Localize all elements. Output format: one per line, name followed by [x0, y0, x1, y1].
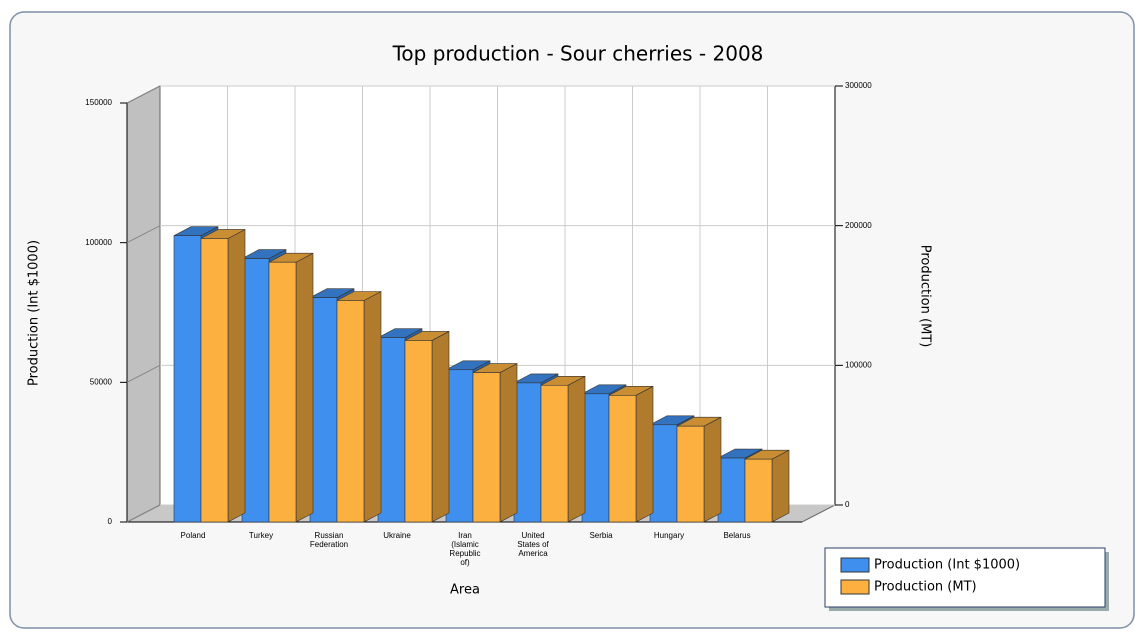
bar-side [499, 363, 518, 523]
y-tick-label: 50000 [90, 377, 113, 386]
legend-label: Production (Int $1000) [874, 558, 1020, 573]
legend [824, 547, 1106, 608]
bar [676, 425, 705, 523]
y2-tick-label: 0 [845, 500, 850, 509]
y-tick-label: 150000 [85, 98, 112, 107]
x-tick-label: Russian Federation [310, 531, 348, 549]
x-tick-label: Hungary [654, 531, 684, 540]
x-tick-label: Iran (Islamic Republic of) [449, 531, 480, 567]
x-tick-label: Serbia [589, 531, 613, 540]
grid-line [126, 504, 161, 523]
x-tick-label: Turkey [249, 531, 273, 540]
bar [540, 384, 569, 523]
bar [445, 369, 474, 523]
left-wall [126, 85, 161, 523]
bar [241, 258, 270, 523]
bar-side [635, 385, 654, 523]
legend-swatch [840, 557, 870, 573]
bar [608, 395, 637, 523]
x-tick-label: United States of America [517, 531, 549, 558]
y-tick-label: 0 [108, 517, 113, 526]
y2-axis-title: Production (MT) [918, 245, 933, 348]
x-axis-title: Area [450, 583, 480, 598]
grid-line [126, 364, 161, 383]
bar [472, 372, 501, 523]
bar [744, 458, 773, 523]
grid-line [126, 225, 161, 244]
bar [336, 300, 365, 523]
bar [581, 393, 610, 523]
chart-title: Top production - Sour cherries - 2008 [392, 42, 764, 66]
y-axis-title: Production (Int $1000) [27, 240, 42, 386]
y2-tick-label: 200000 [845, 221, 872, 230]
y2-tick-label: 300000 [845, 81, 872, 90]
legend-label: Production (MT) [874, 580, 977, 595]
bar-side [703, 416, 722, 523]
legend-swatch [840, 579, 870, 595]
bar [513, 382, 542, 523]
bar [377, 337, 406, 523]
grid-line [126, 85, 161, 104]
bar [649, 424, 678, 523]
y2-tick-label: 100000 [845, 360, 872, 369]
bar [717, 457, 746, 523]
x-tick-label: Belarus [723, 531, 750, 540]
bar [173, 235, 202, 523]
x-tick-label: Ukraine [383, 531, 411, 540]
bar-side [431, 330, 450, 523]
bar [268, 261, 297, 523]
x-tick-label: Poland [181, 531, 206, 540]
bar-side [295, 252, 314, 523]
bar [309, 297, 338, 523]
bar-side [771, 449, 790, 523]
bar [200, 238, 229, 523]
bar-side [363, 290, 382, 523]
bar-side [227, 228, 246, 523]
bar-side [567, 375, 586, 523]
y-tick-label: 100000 [85, 238, 112, 247]
bar [404, 340, 433, 523]
